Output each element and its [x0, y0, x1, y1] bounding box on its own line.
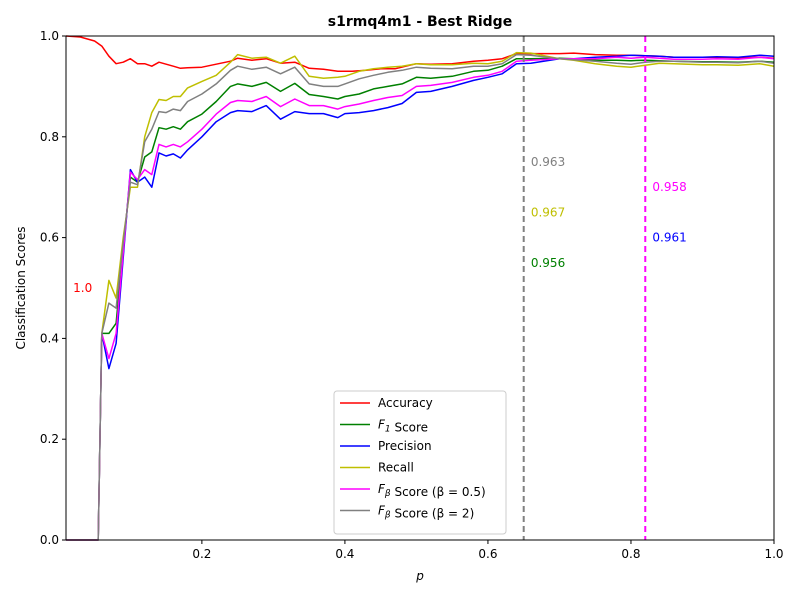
y-axis-label: Classification Scores: [14, 226, 28, 349]
legend-entry: Accuracy: [378, 396, 433, 410]
x-axis-label: p: [415, 569, 424, 583]
x-tick-label: 1.0: [764, 547, 783, 561]
chart-title: s1rmq4m1 - Best Ridge: [328, 14, 512, 30]
plot-frame: [65, 35, 775, 541]
y-tick-label: 0.6: [40, 231, 59, 245]
series-line-2: [66, 57, 775, 541]
series-line-4: [66, 51, 775, 541]
series-line-6: [66, 53, 775, 541]
annotation-5: 0.958: [652, 180, 686, 194]
legend-box: [333, 390, 507, 535]
score-annotations: 1.0 0.963 0.967 0.956 0.958 0.961: [73, 155, 687, 295]
legend: Accuracy F1 Score Precision Recall Fβ Score …: [333, 390, 507, 535]
legend-entry: Fβ Score (β = 0.5): [378, 482, 486, 499]
legend-entry: Precision: [378, 439, 432, 453]
annotation-3: 0.967: [531, 205, 565, 219]
y-axis-ticks: 0.0 0.2 0.4 0.6 0.8 1.0: [40, 29, 66, 547]
x-tick-label: 0.4: [335, 547, 354, 561]
x-tick-label: 0.2: [192, 547, 211, 561]
y-tick-label: 0.0: [40, 533, 59, 547]
x-tick-label: 0.8: [621, 547, 640, 561]
plot-lines: [65, 35, 775, 541]
x-axis-ticks: 0.2 0.4 0.6 0.8 1.0: [192, 540, 784, 561]
series-line-5: [66, 56, 775, 541]
y-tick-label: 1.0: [40, 29, 59, 43]
annotation-2: 0.963: [531, 155, 565, 169]
y-tick-label: 0.8: [40, 130, 59, 144]
threshold-lines: [522, 36, 647, 540]
x-tick-label: 0.6: [478, 547, 497, 561]
legend-entry: Fβ Score (β = 2): [378, 504, 474, 521]
annotation-6: 0.961: [652, 231, 686, 245]
annotation-1: 1.0: [73, 281, 92, 295]
annotation-4: 0.956: [531, 256, 565, 270]
legend-entry: F1 Score: [378, 418, 428, 435]
y-tick-label: 0.4: [40, 331, 59, 345]
y-tick-label: 0.2: [40, 432, 59, 446]
series-line-3: [66, 54, 775, 541]
legend-entry: Recall: [378, 461, 414, 475]
